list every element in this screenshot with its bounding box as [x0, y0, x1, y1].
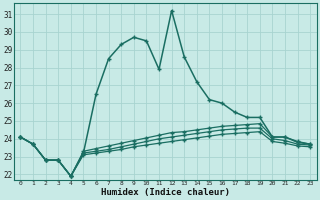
X-axis label: Humidex (Indice chaleur): Humidex (Indice chaleur) — [101, 188, 230, 197]
